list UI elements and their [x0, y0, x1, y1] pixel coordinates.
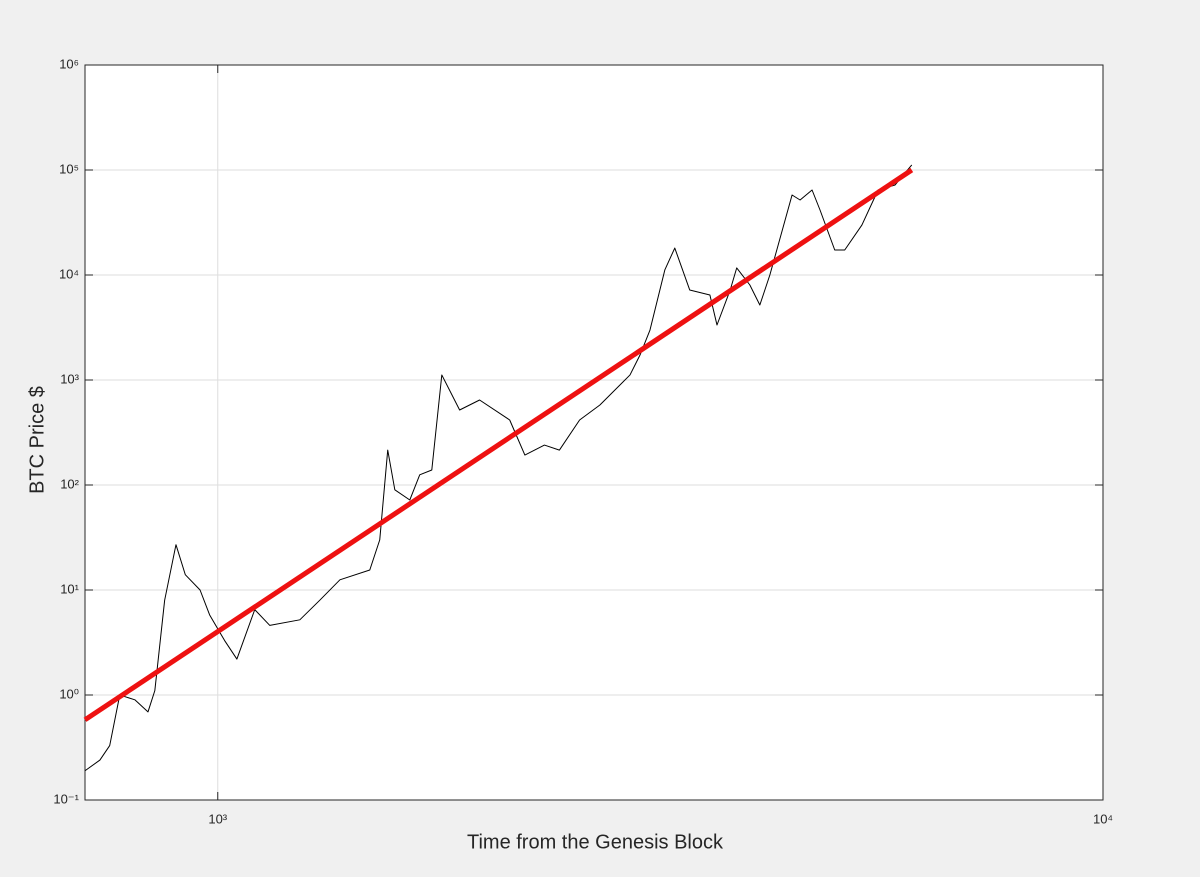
- plot-border: [84, 64, 1104, 801]
- y-axis-label: BTC Price $: [26, 386, 48, 494]
- y-tick-label: 10⁵: [59, 161, 79, 176]
- y-tick-label: 10³: [60, 371, 79, 386]
- y-tick-label: 10²: [60, 476, 79, 491]
- y-tick-label: 10⁴: [59, 266, 79, 281]
- fit-line: [83, 167, 914, 722]
- plot-area: [85, 65, 1103, 800]
- price-line: [84, 164, 913, 772]
- y-tick-label: 10⁰: [59, 686, 79, 701]
- y-tick-label: 10⁻¹: [53, 791, 79, 806]
- y-tick-label: 10⁶: [59, 56, 79, 71]
- y-tick-label: 10¹: [60, 581, 79, 596]
- x-axis-label: Time from the Genesis Block: [467, 831, 724, 853]
- x-tick-label: 10⁴: [1093, 811, 1113, 826]
- x-tick-label: 10³: [208, 811, 227, 826]
